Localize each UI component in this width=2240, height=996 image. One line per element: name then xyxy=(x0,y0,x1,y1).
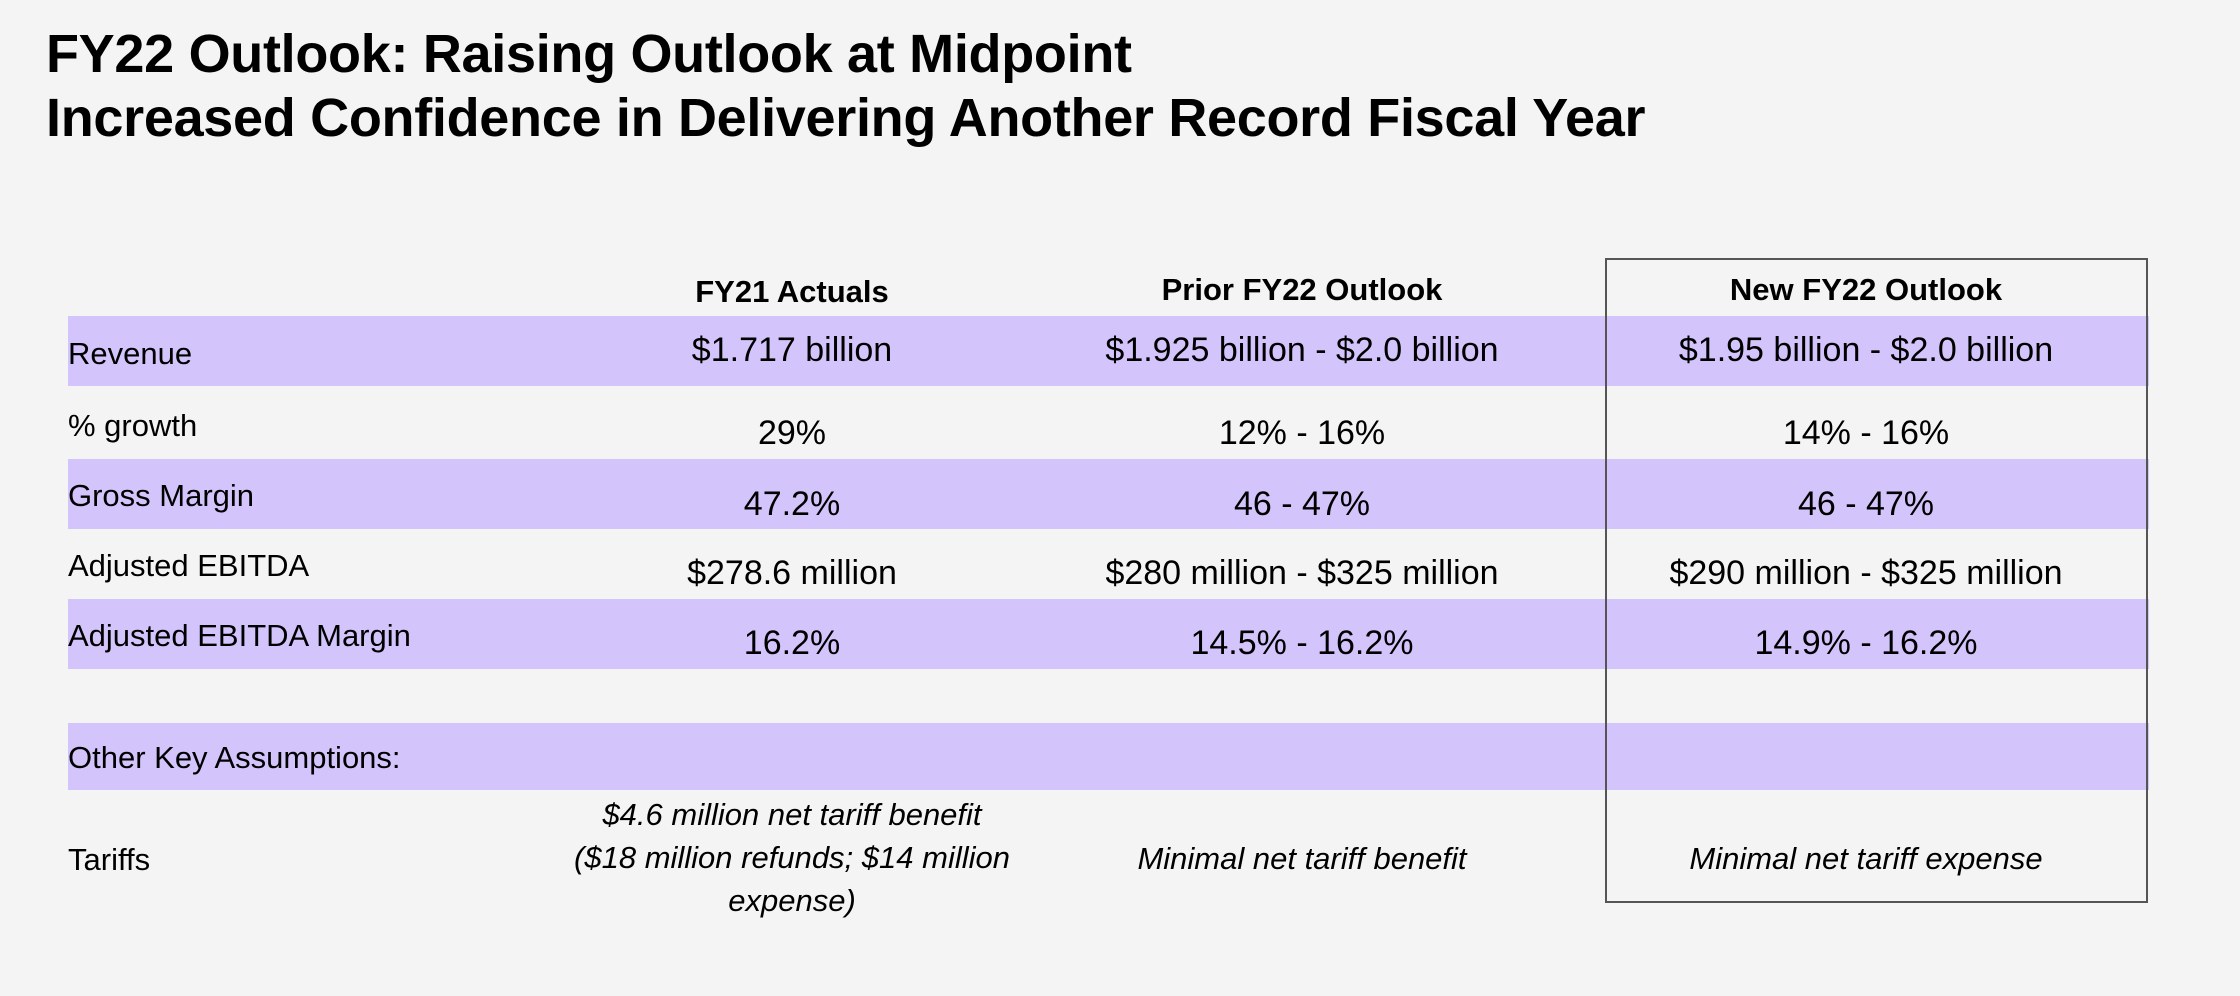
band-gross-margin xyxy=(68,459,2149,529)
cell-gross-margin-prior: 46 - 47% xyxy=(1233,485,1371,523)
cell-ebitda-margin-new: 14.9% - 16.2% xyxy=(1754,624,1978,662)
row-label-gross-margin: Gross Margin xyxy=(68,478,255,513)
cell-ebitda-prior: $280 million - $325 million xyxy=(1105,554,1499,592)
title-line-1: FY22 Outlook: Raising Outlook at Midpoin… xyxy=(46,24,1132,84)
tariffs-fy21-line-1: $4.6 million net tariff benefit xyxy=(602,797,982,832)
cell-ebitda-margin-prior: 14.5% - 16.2% xyxy=(1190,624,1414,662)
row-label-adjusted-ebitda: Adjusted EBITDA xyxy=(68,548,310,583)
band-ebitda-margin xyxy=(68,599,2149,669)
tariffs-fy21-line-3: expense) xyxy=(728,883,856,918)
cell-revenue-fy21: $1.717 billion xyxy=(691,331,893,369)
new-outlook-highlight-box xyxy=(1605,258,2148,903)
column-header-prior-outlook: Prior FY22 Outlook xyxy=(1161,272,1443,307)
band-revenue xyxy=(68,316,2149,386)
cell-gross-margin-new: 46 - 47% xyxy=(1797,485,1935,523)
cell-ebitda-fy21: $278.6 million xyxy=(687,554,897,592)
row-label-revenue: Revenue xyxy=(68,336,193,371)
row-label-tariffs: Tariffs xyxy=(68,842,151,877)
cell-growth-fy21: 29% xyxy=(757,414,827,452)
other-assumptions-heading: Other Key Assumptions: xyxy=(68,740,401,775)
band-other-assumptions xyxy=(68,723,2149,790)
cell-revenue-prior: $1.925 billion - $2.0 billion xyxy=(1105,331,1499,369)
tariffs-fy21-line-2: ($18 million refunds; $14 million xyxy=(574,840,1010,875)
cell-tariffs-prior: Minimal net tariff benefit xyxy=(1137,841,1467,876)
column-header-new-outlook: New FY22 Outlook xyxy=(1729,272,2003,307)
cell-ebitda-margin-fy21: 16.2% xyxy=(743,624,841,662)
cell-tariffs-fy21: $4.6 million net tariff benefit ($18 mil… xyxy=(532,793,1052,922)
cell-ebitda-new: $290 million - $325 million xyxy=(1669,554,2063,592)
cell-tariffs-new: Minimal net tariff expense xyxy=(1689,841,2043,876)
column-header-fy21: FY21 Actuals xyxy=(695,274,889,309)
row-label-ebitda-margin: Adjusted EBITDA Margin xyxy=(68,618,411,653)
slide-title: FY22 Outlook: Raising Outlook at Midpoin… xyxy=(46,22,1646,150)
cell-revenue-new: $1.95 billion - $2.0 billion xyxy=(1678,331,2054,369)
cell-growth-prior: 12% - 16% xyxy=(1218,414,1386,452)
row-label-growth: % growth xyxy=(68,408,198,443)
cell-gross-margin-fy21: 47.2% xyxy=(743,485,841,523)
cell-growth-new: 14% - 16% xyxy=(1782,414,1950,452)
title-line-2: Increased Confidence in Delivering Anoth… xyxy=(46,88,1646,148)
